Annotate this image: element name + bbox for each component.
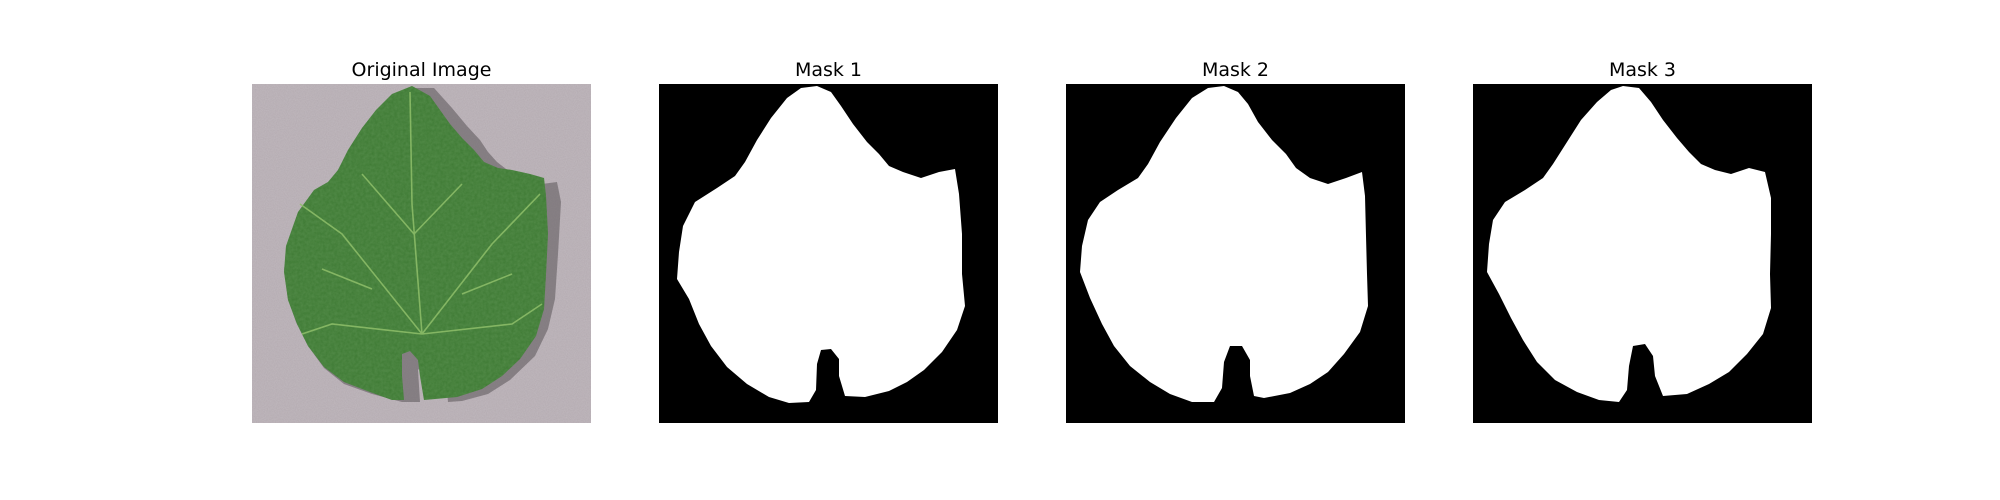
- leaf-mask: [677, 86, 965, 403]
- panel-title: Original Image: [351, 59, 492, 81]
- leaf-mask: [1080, 86, 1368, 402]
- mask-image-2: [1066, 84, 1405, 423]
- mask-image-3: [1473, 84, 1812, 423]
- panel-original: Original Image: [252, 0, 591, 500]
- panel-title: Mask 2: [1201, 59, 1270, 81]
- panel-mask-1: Mask 1: [659, 0, 998, 500]
- panel-title: Mask 1: [794, 59, 863, 81]
- panel-mask-2: Mask 2: [1066, 0, 1405, 500]
- panel-mask-3: Mask 3: [1473, 0, 1812, 500]
- panel-title: Mask 3: [1608, 59, 1677, 81]
- mask-image-1: [659, 84, 998, 423]
- original-image: [252, 84, 591, 423]
- leaf-veins: [299, 91, 543, 335]
- leaf-mask: [1487, 86, 1771, 402]
